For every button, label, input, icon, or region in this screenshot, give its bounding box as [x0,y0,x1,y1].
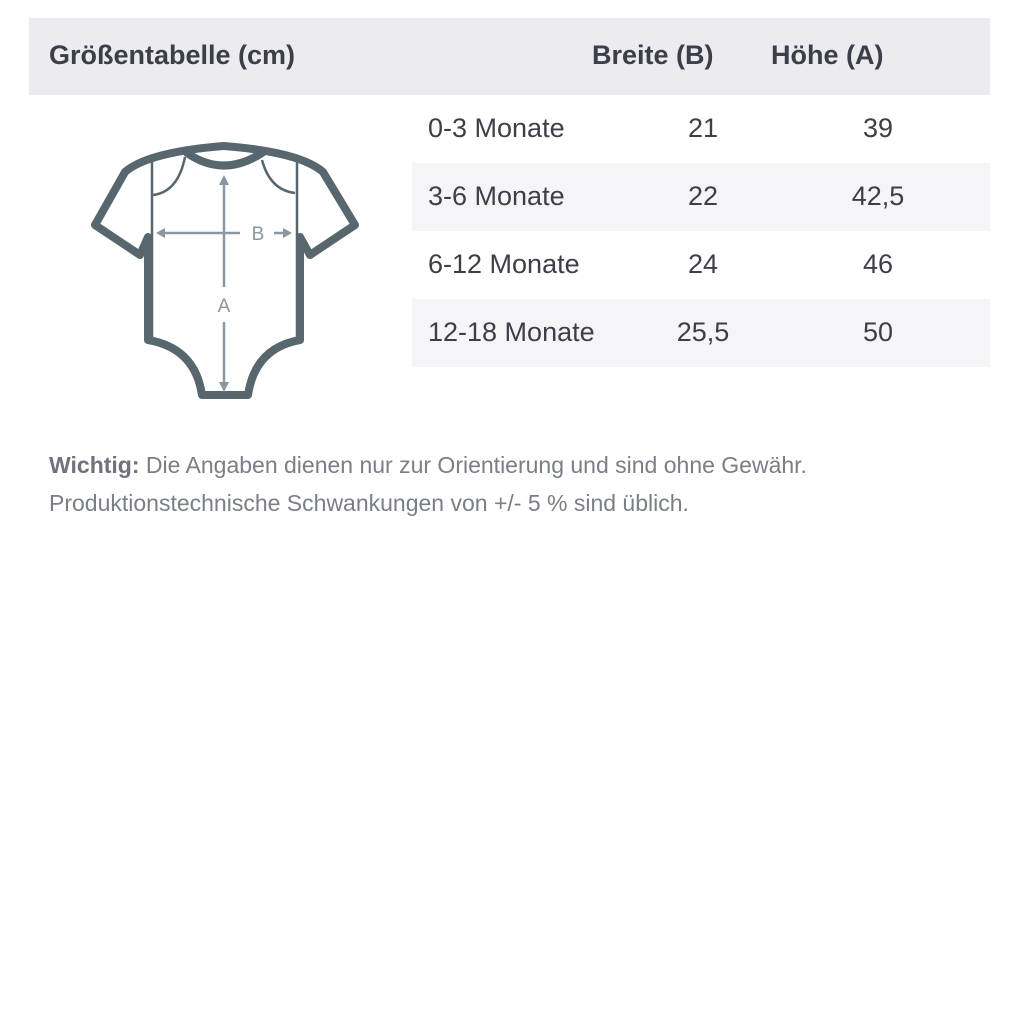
table-row: 12-18 Monate 25,5 50 [412,299,990,367]
width-cell: 22 [687,181,719,211]
column-header-width: Breite (B) [592,40,714,70]
note-line-2: Produktionstechnische Schwankungen von +… [49,490,689,516]
height-cell: 42,5 [851,181,905,211]
table-header: Größentabelle (cm) Breite (B) Höhe (A) [29,18,990,95]
width-label: B [252,224,265,245]
table-row: 3-6 Monate 22 42,5 [412,163,990,231]
table-title: Größentabelle (cm) [49,40,296,70]
disclaimer-note: Wichtig: Die Angaben dienen nur zur Orie… [49,446,807,522]
column-header-height: Höhe (A) [771,40,884,70]
baby-bodysuit-icon: B A [91,142,359,399]
width-cell: 24 [687,249,719,279]
note-label: Wichtig: [49,452,140,478]
size-cell: 3-6 Monate [428,181,565,211]
size-cell: 0-3 Monate [428,113,565,143]
note-line-1: Die Angaben dienen nur zur Orientierung … [145,452,807,478]
table-row: 0-3 Monate 21 39 [412,95,990,163]
height-cell: 39 [862,113,894,143]
width-cell: 21 [687,113,719,143]
height-cell: 46 [862,249,894,279]
table-row: 6-12 Monate 24 46 [412,231,990,299]
size-cell: 12-18 Monate [428,317,595,347]
width-cell: 25,5 [676,317,730,347]
height-label: A [218,296,231,317]
height-cell: 50 [862,317,894,347]
size-cell: 6-12 Monate [428,249,580,279]
